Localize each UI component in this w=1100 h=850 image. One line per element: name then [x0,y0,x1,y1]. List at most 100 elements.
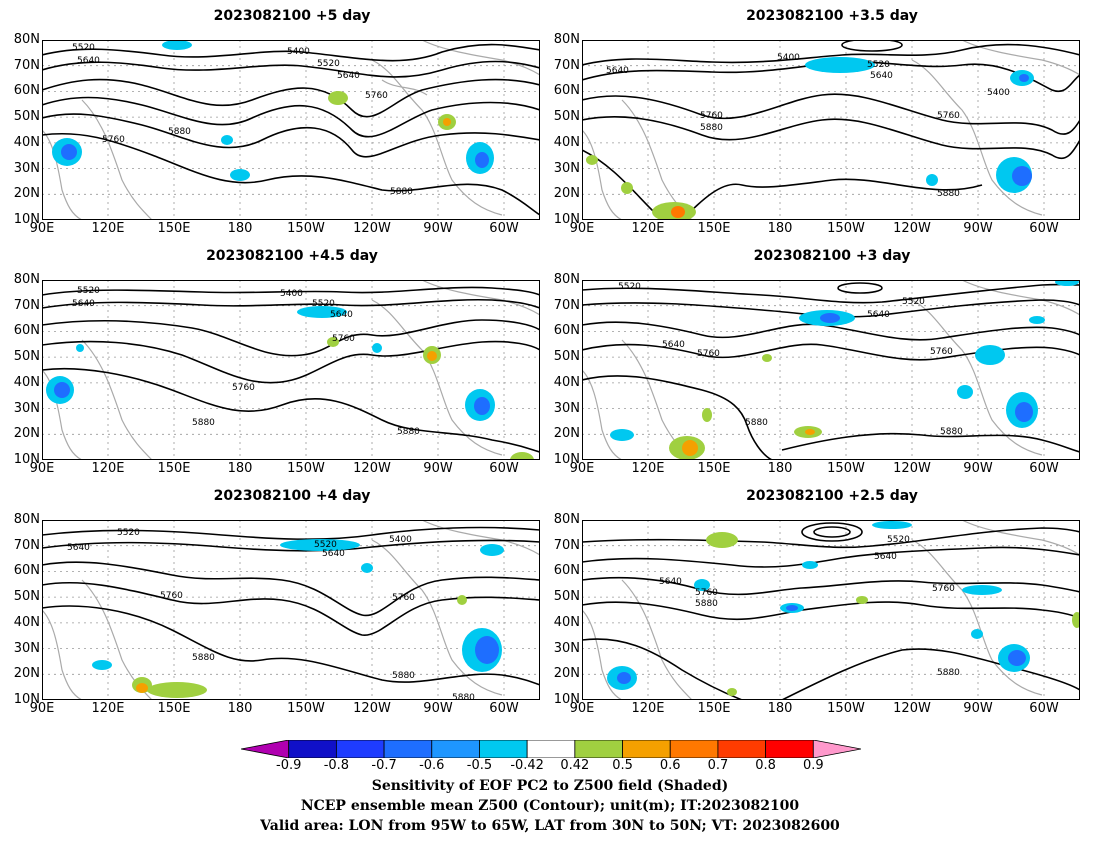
svg-text:5640: 5640 [659,577,682,587]
lat-tick-label: 40N [13,134,40,150]
colorbar [240,739,862,759]
lat-tick-label: 30N [13,160,40,176]
lat-tick-label: 20N [553,666,580,682]
svg-text:5880: 5880 [397,427,420,437]
lon-tick-label: 120E [631,461,665,476]
map-panel-2.5day: 5520 5640 5640 5760 5880 5760 5880 [581,519,1082,701]
lon-tick-label: 120E [91,701,125,716]
lat-tick-label: 80N [553,512,580,527]
lon-tick-label: 150W [827,221,865,236]
lat-tick-label: 60N [13,563,40,579]
lon-tick-label: 90E [29,221,55,236]
svg-text:5400: 5400 [777,53,800,63]
svg-text:5880: 5880 [392,671,415,681]
lat-tick-label: 70N [553,537,580,553]
lat-tick-label: 10N [13,452,40,467]
colorbar-tick-label: -0.7 [371,758,397,773]
colorbar-tick-label: -0.42 [510,758,544,773]
colorbar-segment [288,739,337,759]
lat-tick-label: 10N [13,692,40,707]
svg-text:5880: 5880 [192,653,215,663]
colorbar-tick-label: 0.8 [755,758,776,773]
svg-text:5880: 5880 [390,187,413,197]
map-panel-3day: 5520 5520 5640 5640 5760 5760 5880 5880 [581,278,1081,461]
svg-text:5400: 5400 [987,88,1010,98]
svg-text:5520: 5520 [867,60,890,70]
svg-text:5880: 5880 [940,427,963,437]
svg-text:5760: 5760 [332,334,355,344]
caption-line-2: NCEP ensemble mean Z500 (Contour); unit(… [300,798,800,814]
map-panel-3.5day: 5400 5520 5640 5640 5400 5760 5880 5760 5880 [581,38,1081,222]
colorbar-tick-label: 0.5 [612,758,633,773]
lat-tick-label: 30N [553,640,580,656]
lat-tick-label: 70N [13,297,40,313]
lat-tick-label: 30N [13,640,40,656]
svg-text:5760: 5760 [700,111,723,121]
lon-tick-label: 180 [767,701,793,716]
lon-tick-label: 90W [963,461,993,476]
lat-tick-label: 30N [13,400,40,416]
lon-tick-label: 150E [697,461,731,476]
lat-tick-label: 20N [13,666,40,682]
lon-tick-label: 150E [157,221,191,236]
caption-line-1: Sensitivity of EOF PC2 to Z500 field (Sh… [371,778,729,794]
lat-tick-label: 40N [553,614,580,630]
colorbar-tick-label: 0.42 [560,758,590,773]
colorbar-segment [431,739,480,759]
lon-tick-label: 90E [29,701,55,716]
svg-text:5760: 5760 [697,349,720,359]
svg-text:5640: 5640 [337,71,360,81]
svg-text:5880: 5880 [700,123,723,133]
map-panel-5day: 5520 5400 5520 5640 5640 5760 5760 5880 5880 [41,39,541,221]
lon-tick-label: 150W [287,461,325,476]
lat-tick-label: 20N [13,186,40,202]
panel-title-3.5day: 2023082100 +3.5 day [746,8,918,24]
svg-text:5640: 5640 [870,71,893,81]
lon-tick-label: 150E [697,701,731,716]
lon-tick-label: 120E [631,221,665,236]
lon-tick-label: 90W [423,221,453,236]
panel-title-5day: 2023082100 +5 day [213,8,371,24]
lat-tick-label: 20N [13,426,40,442]
colorbar-tick-label: -0.8 [323,758,350,773]
svg-text:5520: 5520 [77,286,100,296]
lon-tick-label: 60W [489,701,519,716]
svg-text:5760: 5760 [160,591,183,601]
colorbar-tick-label: -0.9 [276,758,302,773]
lon-tick-label: 120W [353,701,391,716]
lon-tick-label: 150W [287,701,325,716]
svg-text:5520: 5520 [902,297,925,307]
svg-text:5880: 5880 [937,189,960,199]
lat-tick-label: 70N [553,57,580,73]
svg-text:5760: 5760 [365,91,388,101]
lon-tick-label: 120W [893,461,931,476]
lat-tick-label: 10N [553,452,580,467]
lat-tick-label: 80N [13,32,40,47]
lat-tick-label: 80N [13,512,40,527]
lon-tick-label: 120E [91,221,125,236]
lon-tick-label: 150E [157,701,191,716]
lat-tick-label: 30N [553,160,580,176]
lat-tick-label: 70N [553,297,580,313]
svg-text:5520: 5520 [887,535,910,545]
svg-text:5520: 5520 [312,299,335,309]
svg-text:5640: 5640 [606,66,629,76]
lat-tick-label: 60N [553,83,580,99]
lon-tick-label: 150W [287,221,325,236]
lon-tick-label: 90W [963,701,993,716]
colorbar-segment [622,739,671,759]
colorbar-segment [479,739,528,759]
svg-text:5640: 5640 [874,552,897,562]
svg-text:5880: 5880 [168,127,191,137]
lat-tick-label: 40N [553,374,580,390]
svg-text:5640: 5640 [662,340,685,350]
lon-tick-label: 150W [827,701,865,716]
lon-tick-label: 120W [353,461,391,476]
lat-tick-label: 80N [553,32,580,47]
panel-title-2.5day: 2023082100 +2.5 day [746,488,918,504]
colorbar-segment [526,739,576,759]
colorbar-tick-label: 0.9 [802,758,824,773]
svg-text:5760: 5760 [392,593,415,603]
svg-text:5760: 5760 [930,347,953,357]
lon-tick-label: 180 [227,221,253,236]
